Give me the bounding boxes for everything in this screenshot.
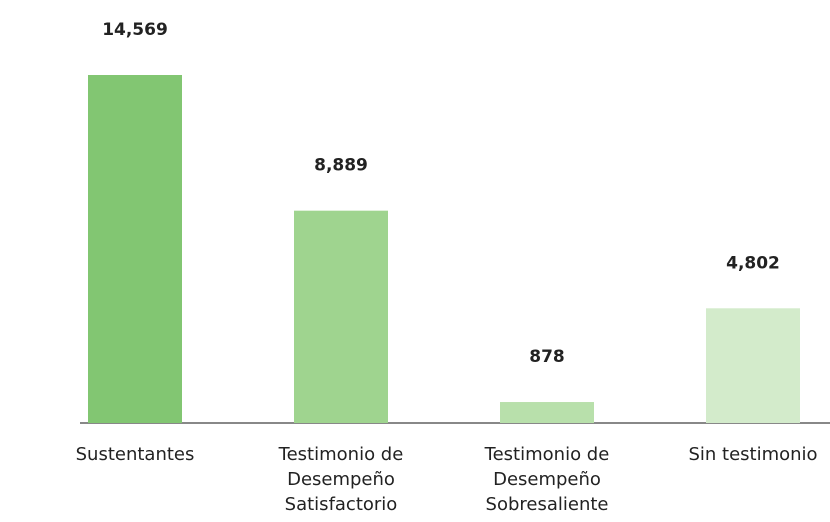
value-label: 4,802 [726, 253, 780, 273]
category-label: Sustentantes [76, 444, 195, 465]
category-label: Testimonio de Desempeño Sobresaliente [484, 444, 610, 515]
value-label: 8,889 [314, 156, 368, 176]
bar [88, 75, 182, 423]
bar [706, 308, 800, 423]
value-label: 878 [529, 347, 565, 367]
bar [294, 210, 388, 423]
value-label: 14,569 [102, 20, 168, 40]
bar [500, 402, 594, 423]
category-label: Testimonio de Desempeño Satisfactorio [278, 444, 404, 515]
category-label: Sin testimonio [688, 444, 817, 465]
